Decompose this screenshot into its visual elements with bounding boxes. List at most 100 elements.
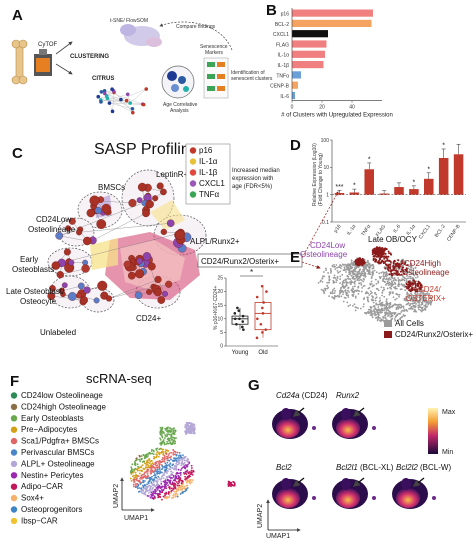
old-point: [264, 328, 267, 331]
legend-f-label-5: Perivascular BMSCs: [21, 448, 94, 457]
cat-d-7: BCL-2: [434, 224, 447, 239]
network-node: [61, 282, 68, 289]
inset-ylabel: % p16+Ki67-CD24+: [213, 285, 219, 330]
bar-b-0: [292, 9, 373, 17]
old-point: [261, 306, 264, 310]
bar-d-8: [453, 154, 464, 195]
legend-c-label-0: p16: [199, 146, 213, 155]
panel-g: G Cd24a (CD24) Runx2 Bcl2 Bcl2l1 (BCL-XL) Bc…: [248, 377, 456, 540]
citrus-node: [107, 101, 112, 105]
tsne-label: t-SNE/ FlowSOM: [110, 18, 148, 24]
old-point: [261, 331, 264, 334]
inset-tick-0: 0: [220, 344, 223, 350]
old-point: [261, 312, 265, 315]
panel-label-a: A: [12, 7, 23, 24]
chart-b-bars: [292, 9, 373, 100]
zoom-circle: [161, 65, 195, 99]
legend-c-swatch-3: [189, 180, 197, 187]
network-node: [123, 260, 132, 269]
network-node: [146, 288, 153, 295]
gene-arrow-3: [352, 477, 365, 487]
network-node: [77, 282, 85, 290]
gene-label-1: Runx2: [336, 391, 360, 400]
cd24-runx2-box: [197, 253, 303, 268]
bar-d-7: [438, 157, 449, 195]
network-node: [68, 259, 75, 266]
network-node: [56, 271, 64, 279]
network-node: [128, 198, 137, 208]
tsne-cloud: [120, 24, 162, 47]
label-e-cd24low: CD24Low Osteolineage: [300, 241, 348, 259]
network-node: [58, 287, 65, 294]
bar-b-6: [292, 71, 301, 79]
network-node: [93, 297, 100, 304]
old-point: [256, 317, 259, 321]
label-early-ob: Early Osteoblasts: [12, 255, 54, 274]
legend-f-swatch-7: [10, 472, 18, 479]
chart-b-xlabel: # of Clusters with Upregulated Expressio…: [281, 113, 393, 119]
young-point: [237, 309, 241, 312]
cytof-label: CyTOF: [38, 42, 58, 48]
legend-e-cd24-swatch: [384, 331, 392, 338]
gene-arrow-4: [412, 477, 425, 487]
network-node: [156, 182, 164, 190]
legend-f-swatch-4: [10, 437, 18, 445]
cat-d-4: IL-6: [392, 224, 402, 235]
inset-tick-2: 10: [217, 316, 223, 322]
legend-c-swatch-1: [189, 158, 197, 165]
panel-label-b: B: [266, 2, 277, 19]
citrus-node: [125, 92, 130, 97]
citrus-node: [110, 87, 114, 92]
citrus-node: [141, 102, 146, 107]
bar-b-8: [292, 91, 295, 100]
legend-c-label-4: TNFα: [199, 190, 220, 199]
network-node: [134, 291, 143, 300]
old-point: [259, 322, 263, 326]
tick-d-2: 10: [323, 165, 329, 171]
umap-e-cloud: [317, 246, 433, 323]
bar-b-3: [292, 40, 327, 48]
network-node: [136, 257, 143, 265]
legend-c-swatch-2: [189, 169, 197, 176]
citrus-node: [103, 91, 107, 96]
bar-b-1: [292, 19, 372, 27]
network-node: [142, 252, 152, 261]
legend-e-all-swatch: [384, 320, 392, 327]
panel-label-g: G: [248, 377, 260, 394]
sig-d-1: *: [353, 183, 356, 190]
citrus-node: [99, 100, 103, 104]
network-node: [76, 229, 83, 236]
network-node: [96, 219, 107, 229]
sig-d-5: *: [413, 179, 416, 186]
network-node: [101, 203, 111, 214]
umap-g-xlabel: UMAP1: [266, 533, 290, 540]
network-node: [86, 208, 96, 218]
network-node: [65, 225, 71, 231]
identification-label: Identification of senescent clusters: [231, 70, 273, 82]
old-point: [255, 295, 259, 299]
bar-b-5: [292, 61, 324, 69]
inset-cat-1: Old: [258, 350, 267, 356]
bar-d-3: [379, 193, 389, 195]
inset-tick-3: 15: [217, 303, 223, 309]
label-e-lateob: Late OB/OCY: [368, 235, 418, 244]
network-node: [160, 188, 167, 196]
citrus-node: [119, 97, 123, 102]
umap-f-xlabel: UMAP1: [124, 515, 148, 522]
legend-f-label-8: Adipo−CAR: [21, 482, 63, 491]
legend-f-swatch-6: [10, 460, 18, 468]
bar-d-4: [394, 187, 404, 195]
network-node: [67, 292, 77, 301]
network-nodes: [47, 182, 192, 306]
network-node: [79, 296, 88, 305]
legend-f-swatch-9: [10, 494, 18, 502]
tick-b-0: 0: [291, 105, 294, 111]
age-analysis-label: Age Correlative Analysis: [163, 102, 199, 114]
old-point: [260, 284, 264, 288]
network-node: [161, 290, 168, 297]
panel-label-c: C: [12, 145, 23, 162]
network-node: [76, 292, 82, 299]
network-node: [154, 275, 162, 284]
legend-f-label-3: Pre−Adipocytes: [21, 425, 77, 434]
